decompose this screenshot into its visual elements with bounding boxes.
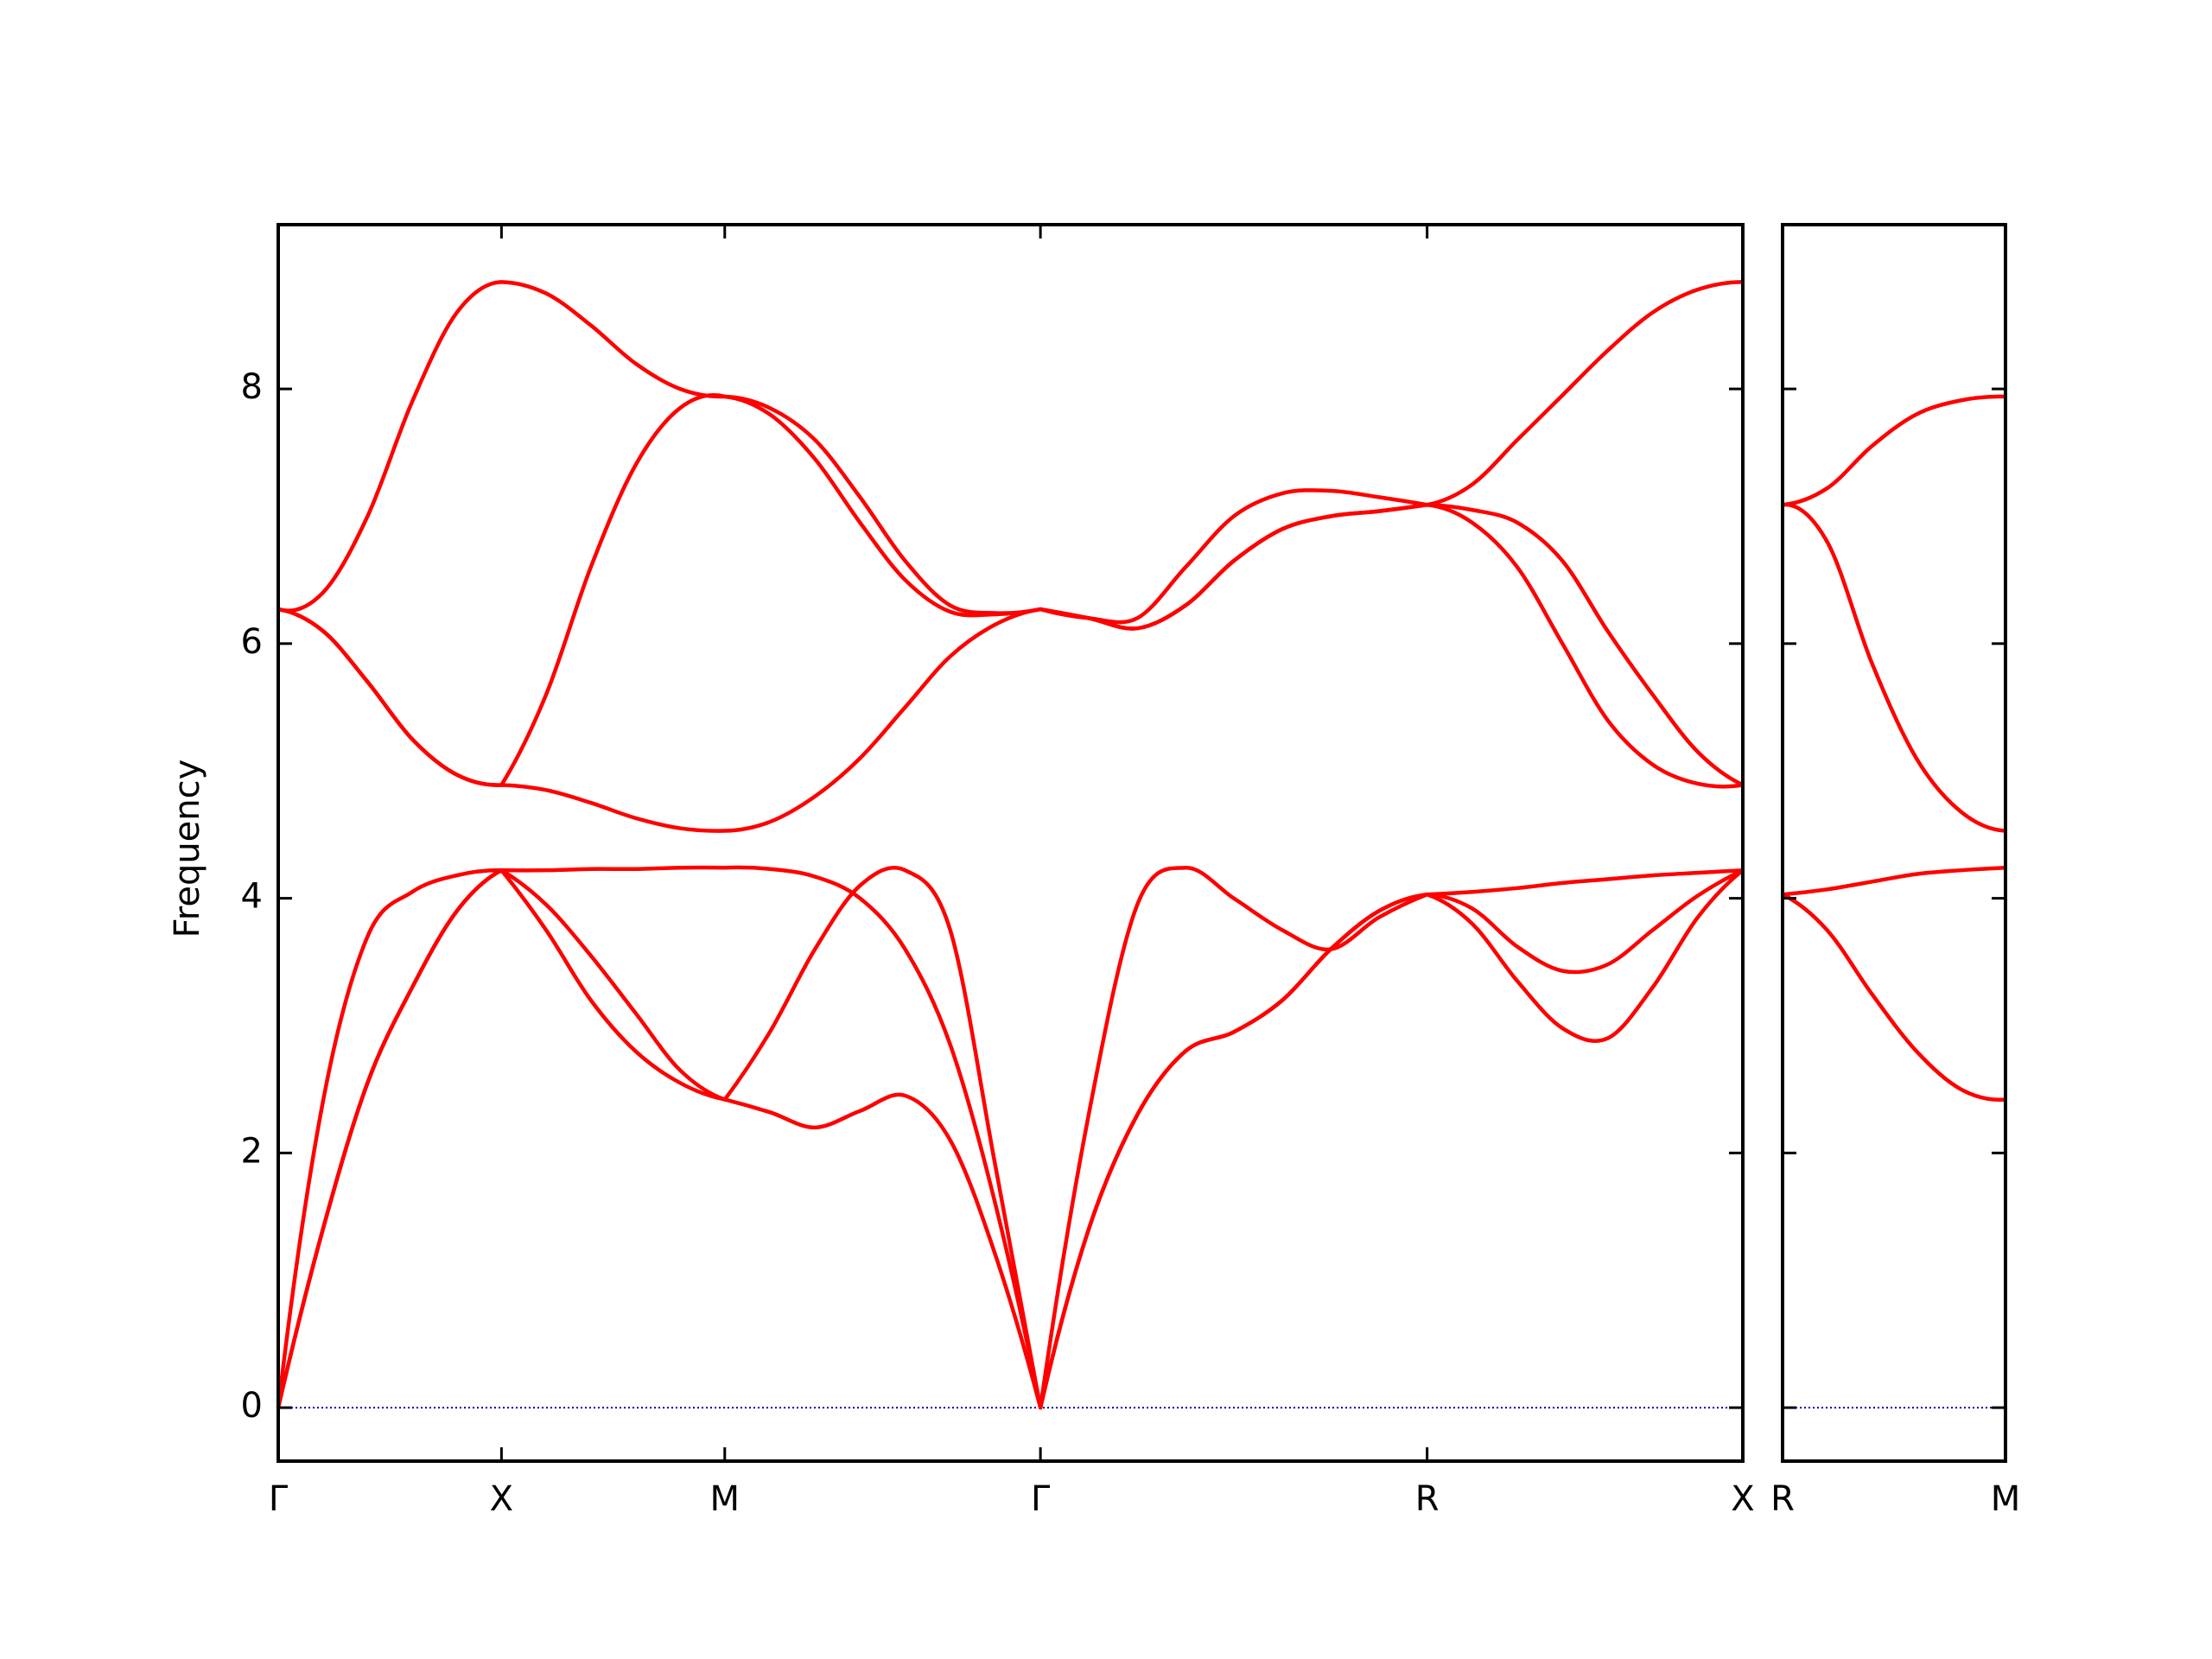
band-line	[277, 393, 1744, 787]
plot-frame	[276, 223, 1745, 1463]
y-tick-label: 2	[241, 1131, 263, 1171]
band-line	[277, 280, 1744, 625]
y-tick-label: 0	[241, 1386, 263, 1426]
y-tick-label: 4	[241, 877, 263, 917]
band-line	[1782, 893, 2006, 1103]
band-line	[1782, 502, 2006, 833]
x-tick-label: Γ	[1031, 1479, 1051, 1519]
x-tick-label: X	[1731, 1479, 1754, 1519]
x-tick-label: X	[490, 1479, 513, 1519]
band-line	[277, 502, 1744, 833]
band-line	[1782, 394, 2006, 507]
y-axis-label: Frequency	[168, 760, 207, 938]
x-tick-label: R	[1770, 1479, 1795, 1519]
band-line	[276, 865, 1744, 1410]
x-tick-label: R	[1415, 1479, 1440, 1519]
plot-frame	[1781, 223, 2007, 1463]
x-tick-label: M	[1991, 1479, 2021, 1519]
band-line	[276, 865, 1744, 1410]
x-tick-label: Γ	[269, 1479, 289, 1519]
band-line	[1782, 865, 2006, 897]
y-tick-label: 6	[241, 622, 263, 662]
y-tick-label: 8	[241, 367, 263, 407]
x-tick-label: M	[710, 1479, 741, 1519]
